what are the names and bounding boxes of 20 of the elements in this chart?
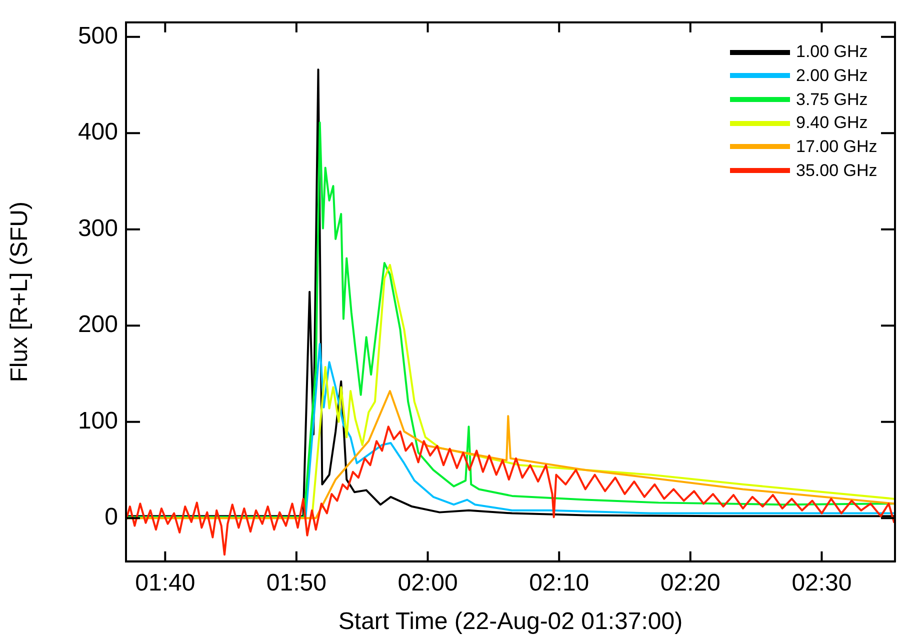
x-axis-title: Start Time (22-Aug-02 01:37:00) — [338, 608, 683, 636]
y-tick-label: 500 — [78, 22, 118, 50]
y-tick-label: 200 — [78, 311, 118, 338]
legend-label: 35.00 GHz — [796, 160, 878, 180]
legend-label: 1.00 GHz — [796, 42, 868, 62]
y-axis-title: Flux [R+L] (SFU) — [6, 202, 34, 382]
legend-label: 9.40 GHz — [796, 113, 868, 132]
y-tick-label: 100 — [78, 407, 118, 434]
y-tick-label: 400 — [78, 118, 118, 146]
y-tick-label: 300 — [78, 214, 118, 242]
x-tick-label: 02:10 — [529, 569, 590, 596]
legend-label: 3.75 GHz — [796, 90, 868, 109]
x-tick-label: 02:30 — [792, 569, 852, 596]
x-tick-label: 01:40 — [135, 569, 196, 596]
x-tick-label: 02:20 — [660, 569, 720, 596]
y-tick-label: 0 — [104, 504, 118, 531]
legend-label: 17.00 GHz — [796, 136, 878, 156]
x-tick-label: 01:50 — [266, 569, 326, 596]
x-tick-label: 02:00 — [398, 569, 458, 596]
legend-label: 2.00 GHz — [796, 66, 868, 85]
